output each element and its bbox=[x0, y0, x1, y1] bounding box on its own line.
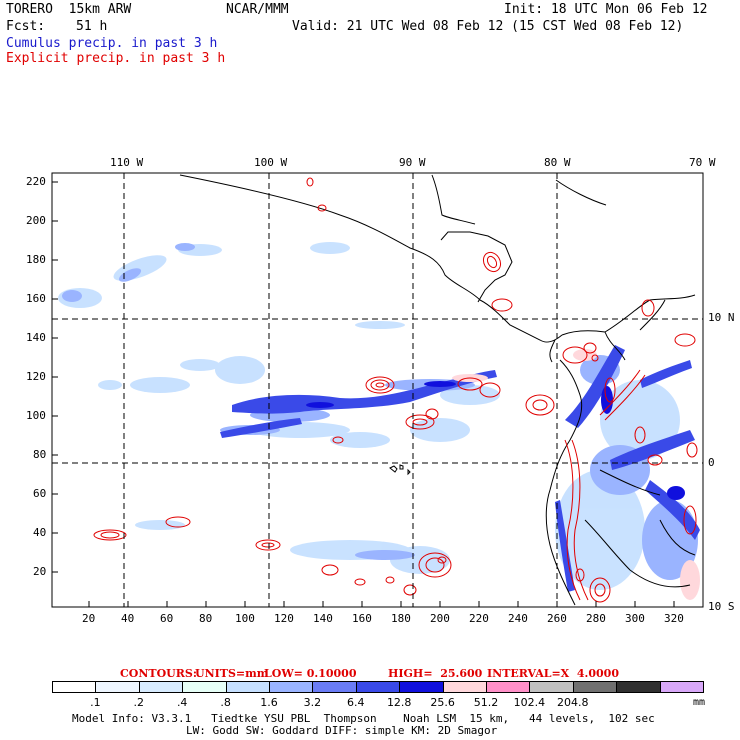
lon-label-110w: 110 W bbox=[110, 156, 144, 169]
colorbar-swatch bbox=[355, 681, 401, 693]
lon-label-100w: 100 W bbox=[254, 156, 288, 169]
lat-label-0: 0 bbox=[708, 456, 715, 469]
colorbar-label: .2 bbox=[133, 696, 145, 709]
y-tick: 180 bbox=[26, 253, 46, 266]
y-tick: 220 bbox=[26, 175, 46, 188]
forecast-label: Fcst: bbox=[6, 19, 46, 34]
colorbar-swatch bbox=[182, 681, 227, 693]
contours-interval: INTERVAL=X 4.0000 bbox=[487, 667, 619, 680]
valid-time: Valid: 21 UTC Wed 08 Feb 12 (15 CST Wed … bbox=[292, 19, 684, 34]
model-info-line2: LW: Godd SW: Goddard DIFF: simple KM: 2D… bbox=[186, 724, 498, 737]
colorbar-swatch bbox=[95, 681, 140, 693]
colorbar-label: 6.4 bbox=[347, 696, 365, 709]
x-tick: 220 bbox=[469, 612, 489, 625]
x-tick: 80 bbox=[199, 612, 213, 625]
model-title: TORERO 15km ARW bbox=[6, 2, 132, 17]
lon-label-70w: 70 W bbox=[689, 156, 716, 169]
x-tick: 60 bbox=[160, 612, 174, 625]
colorbar-swatch bbox=[269, 681, 314, 693]
colorbar-units: mm bbox=[693, 697, 706, 708]
x-tick: 140 bbox=[313, 612, 333, 625]
x-tick: 180 bbox=[391, 612, 411, 625]
colorbar-swatch bbox=[529, 681, 574, 693]
colorbar-swatch bbox=[399, 681, 444, 693]
colorbar-label: 12.8 bbox=[386, 696, 412, 709]
y-tick: 60 bbox=[33, 487, 47, 500]
colorbar-label: 51.2 bbox=[473, 696, 499, 709]
y-tick: 140 bbox=[26, 331, 46, 344]
contours-high: HIGH= 25.600 bbox=[388, 667, 483, 680]
contours-low: LOW= 0.10000 bbox=[264, 667, 357, 680]
colorbar-label: .4 bbox=[176, 696, 188, 709]
x-tick: 120 bbox=[274, 612, 294, 625]
colorbar-label: 3.2 bbox=[303, 696, 322, 709]
lon-label-80w: 80 W bbox=[544, 156, 571, 169]
x-tick: 260 bbox=[547, 612, 567, 625]
colorbar-label: .1 bbox=[90, 696, 101, 709]
y-tick: 120 bbox=[26, 370, 46, 383]
contours-label: CONTOURS: bbox=[120, 667, 197, 680]
y-tick: 200 bbox=[26, 214, 46, 227]
y-tick: 40 bbox=[33, 526, 47, 539]
colorbar-swatch bbox=[659, 681, 704, 693]
organization-label: NCAR/MMM bbox=[226, 2, 289, 17]
colorbar-label: 102.4 bbox=[513, 696, 546, 709]
graticule bbox=[52, 173, 703, 607]
x-tick: 240 bbox=[508, 612, 528, 625]
init-time: Init: 18 UTC Mon 06 Feb 12 bbox=[504, 2, 708, 17]
colorbar-swatch bbox=[572, 681, 618, 693]
lat-label-10s: 10 S bbox=[708, 600, 735, 613]
explicit-field-title: Explicit precip. in past 3 h bbox=[6, 51, 226, 66]
y-tick: 160 bbox=[26, 292, 46, 305]
model-info-line1: Model Info: V3.3.1 Tiedtke YSU PBL Thomp… bbox=[72, 712, 655, 725]
colorbar-label: 25.6 bbox=[430, 696, 455, 709]
axis-ticks bbox=[52, 181, 675, 607]
x-tick: 20 bbox=[82, 612, 96, 625]
colorbar-swatch bbox=[52, 681, 97, 693]
forecast-hour: 51 h bbox=[76, 19, 108, 34]
colorbar-swatch bbox=[138, 681, 184, 693]
colorbar-swatch bbox=[486, 681, 531, 693]
x-tick: 40 bbox=[121, 612, 135, 625]
y-tick: 100 bbox=[26, 409, 46, 422]
lat-label-10n: 10 N bbox=[708, 311, 735, 324]
lon-label-90w: 90 W bbox=[399, 156, 426, 169]
colorbar-swatch bbox=[616, 681, 661, 693]
colorbar-swatch bbox=[225, 681, 270, 693]
colorbar-label: .8 bbox=[220, 696, 231, 709]
colorbar-label: 1.6 bbox=[260, 696, 278, 709]
x-tick: 300 bbox=[625, 612, 645, 625]
y-tick: 80 bbox=[33, 448, 47, 461]
cumulus-field-title: Cumulus precip. in past 3 h bbox=[6, 36, 218, 51]
explicit-precip-contours bbox=[93, 177, 698, 603]
x-tick: 160 bbox=[352, 612, 372, 625]
y-tick: 20 bbox=[33, 565, 47, 578]
x-tick: 200 bbox=[430, 612, 450, 625]
colorbar-swatch bbox=[442, 681, 487, 693]
contours-units: UNITS=mm bbox=[195, 667, 269, 680]
x-tick: 280 bbox=[586, 612, 606, 625]
colorbar-swatch bbox=[312, 681, 357, 693]
colorbar-label: 204.8 bbox=[557, 696, 589, 709]
x-tick: 320 bbox=[664, 612, 684, 625]
x-tick: 100 bbox=[235, 612, 255, 625]
